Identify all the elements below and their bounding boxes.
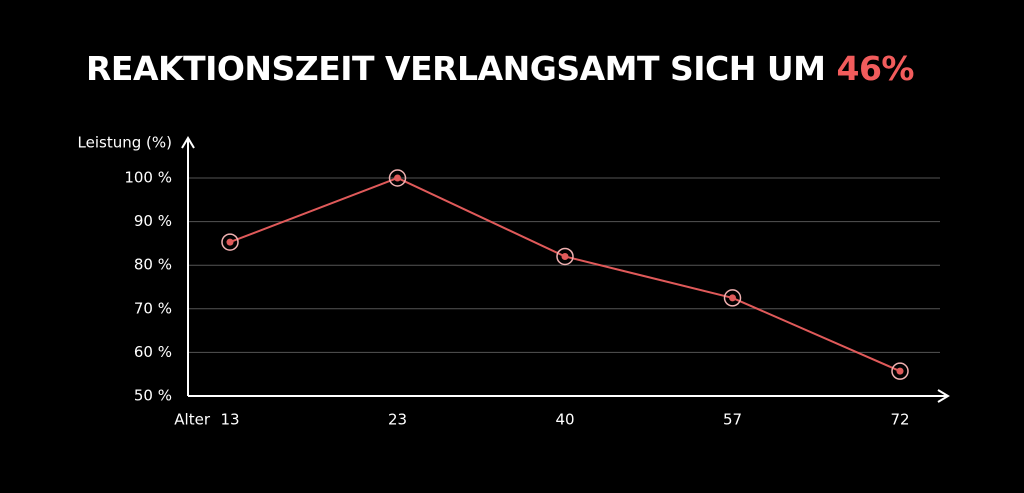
marker-ring — [723, 289, 742, 307]
marker — [729, 294, 736, 302]
marker — [896, 367, 904, 375]
x-tick-label: 40 — [555, 411, 574, 429]
title-highlight: 46% — [836, 49, 914, 88]
y-axis-arrow — [181, 136, 195, 149]
y-tick-label: 60 % — [134, 343, 172, 361]
chart-title: REAKTIONSZEIT VERLANGSAMT SICH UM 46% — [86, 49, 914, 88]
marker-ring — [221, 233, 239, 251]
y-tick-label: 50 % — [134, 387, 172, 405]
marker — [226, 238, 234, 246]
y-tick-label: 80 % — [134, 256, 172, 274]
marker — [394, 174, 401, 182]
marker — [561, 252, 569, 260]
marker-ring — [891, 362, 909, 380]
y-tick-label: 70 % — [134, 299, 172, 317]
x-axis-arrow — [937, 389, 950, 403]
x-tick-label: 57 — [723, 411, 742, 429]
y-tick-label: 90 % — [134, 212, 172, 230]
x-tick-label: 23 — [388, 411, 407, 429]
y-tick-label: 100 % — [124, 169, 172, 187]
x-tick-label: 72 — [890, 411, 909, 429]
y-axis-label: Leistung (%) — [78, 134, 172, 152]
x-tick-label: 13 — [220, 411, 239, 429]
marker-ring — [556, 247, 574, 266]
marker-ring — [388, 169, 407, 187]
x-axis-label: Alter — [174, 411, 211, 429]
title-text: REAKTIONSZEIT VERLANGSAMT SICH UM — [86, 49, 825, 88]
